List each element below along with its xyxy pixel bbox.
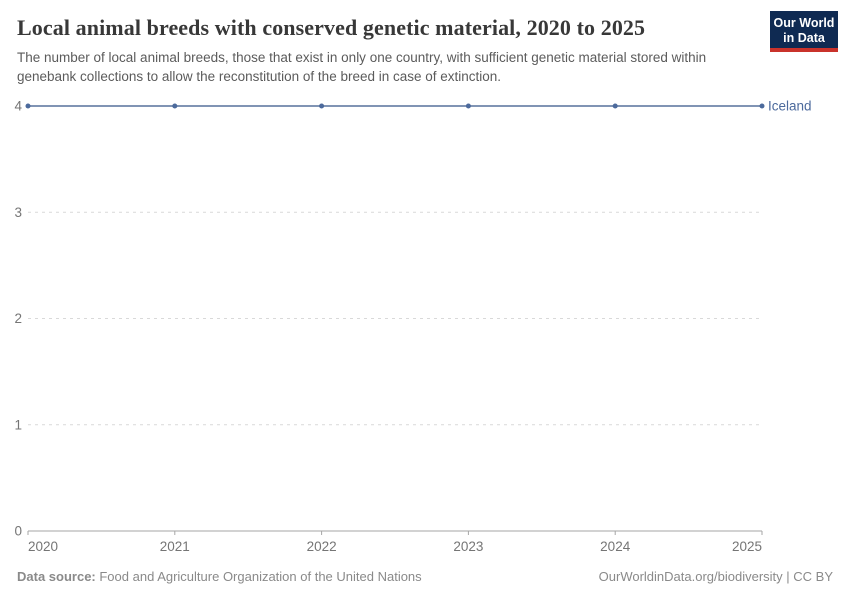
x-axis-tick-label: 2023 bbox=[453, 539, 483, 554]
owid-logo[interactable]: Our World in Data bbox=[770, 11, 838, 52]
owid-logo-line1: Our World bbox=[773, 16, 835, 30]
y-axis-tick-label: 1 bbox=[14, 417, 22, 432]
data-point bbox=[172, 103, 178, 109]
data-point bbox=[25, 103, 31, 109]
x-axis-tick-label: 2020 bbox=[28, 539, 58, 554]
data-point bbox=[465, 103, 471, 109]
series-label[interactable]: Iceland bbox=[768, 99, 812, 114]
y-axis-tick-label: 0 bbox=[14, 524, 22, 539]
data-point bbox=[319, 103, 325, 109]
data-source-note: Data source: Food and Agriculture Organi… bbox=[17, 569, 422, 584]
chart-subtitle: The number of local animal breeds, those… bbox=[17, 50, 707, 84]
license-note: OurWorldinData.org/biodiversity | CC BY bbox=[598, 569, 833, 584]
owid-logo-line2: in Data bbox=[783, 31, 825, 45]
x-axis-tick-label: 2025 bbox=[732, 539, 762, 554]
x-axis-tick-label: 2021 bbox=[160, 539, 190, 554]
x-axis-tick-label: 2022 bbox=[307, 539, 337, 554]
y-axis-tick-label: 4 bbox=[14, 99, 22, 114]
data-point bbox=[759, 103, 765, 109]
data-point bbox=[612, 103, 618, 109]
x-axis-tick-label: 2024 bbox=[600, 539, 631, 554]
data-source-label: Data source: bbox=[17, 569, 96, 584]
data-source-text: Food and Agriculture Organization of the… bbox=[95, 569, 422, 584]
y-axis-tick-label: 3 bbox=[14, 205, 22, 220]
chart-title: Local animal breeds with conserved genet… bbox=[17, 15, 646, 40]
chart-footer: Data source: Food and Agriculture Organi… bbox=[17, 569, 833, 584]
y-axis-tick-label: 2 bbox=[14, 311, 22, 326]
